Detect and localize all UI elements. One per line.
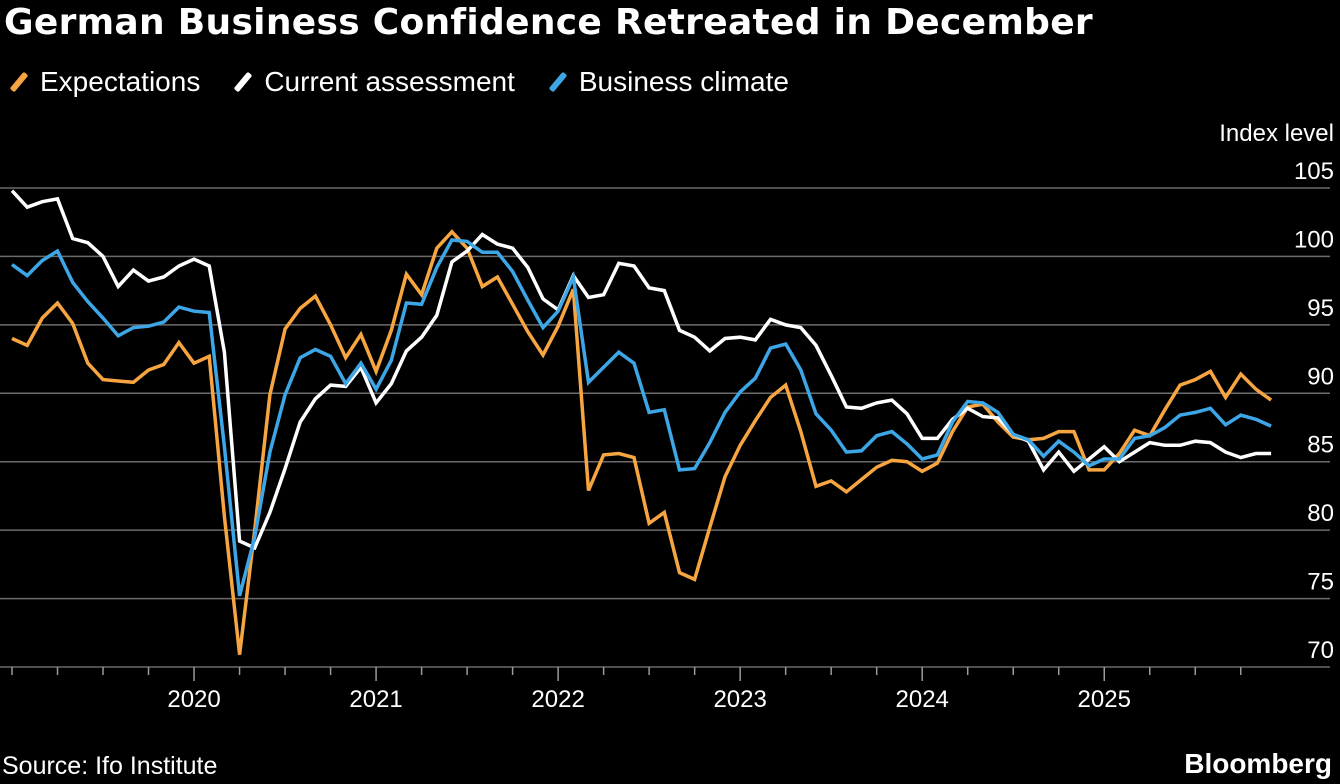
y-tick-label-95: 95 <box>1307 295 1334 322</box>
legend: Expectations Current assessment Business… <box>6 66 819 98</box>
series-line-current-assessment <box>10 189 1272 551</box>
legend-label-current-assessment: Current assessment <box>264 66 515 97</box>
y-tick-label-75: 75 <box>1307 569 1334 596</box>
x-tick-label-2024: 2024 <box>896 686 949 713</box>
legend-label-business-climate: Business climate <box>578 66 789 97</box>
legend-item-expectations: Expectations <box>6 66 200 98</box>
legend-item-business-climate: Business climate <box>545 66 789 98</box>
series-lines <box>10 189 1273 655</box>
series-line-business-climate <box>10 238 1272 597</box>
x-axis <box>11 667 1242 681</box>
gridlines <box>0 187 1330 668</box>
series-line-expectations <box>11 229 1273 655</box>
y-tick-label-100: 100 <box>1294 226 1334 253</box>
y-axis-label: Index level <box>1219 120 1334 147</box>
legend-label-expectations: Expectations <box>40 66 201 97</box>
chart-title: German Business Confidence Retreated in … <box>4 2 1093 43</box>
brand-logo: Bloomberg <box>1184 748 1332 779</box>
source-note: Source: Ifo Institute <box>2 752 218 780</box>
tick-labels: 70 75 80 85 90 95 100 105 Index level 2020 2021 202… <box>167 120 1334 713</box>
x-tick-label-2025: 2025 <box>1078 686 1131 713</box>
y-tick-label-70: 70 <box>1307 637 1334 664</box>
y-tick-label-90: 90 <box>1307 363 1334 390</box>
y-tick-label-85: 85 <box>1307 432 1334 459</box>
x-tick-label-2022: 2022 <box>531 686 584 713</box>
y-tick-label-105: 105 <box>1294 158 1334 185</box>
legend-item-current-assessment: Current assessment <box>230 66 515 98</box>
x-tick-label-2023: 2023 <box>713 686 766 713</box>
x-tick-label-2020: 2020 <box>167 686 220 713</box>
y-tick-label-80: 80 <box>1307 500 1334 527</box>
x-tick-label-2021: 2021 <box>349 686 402 713</box>
